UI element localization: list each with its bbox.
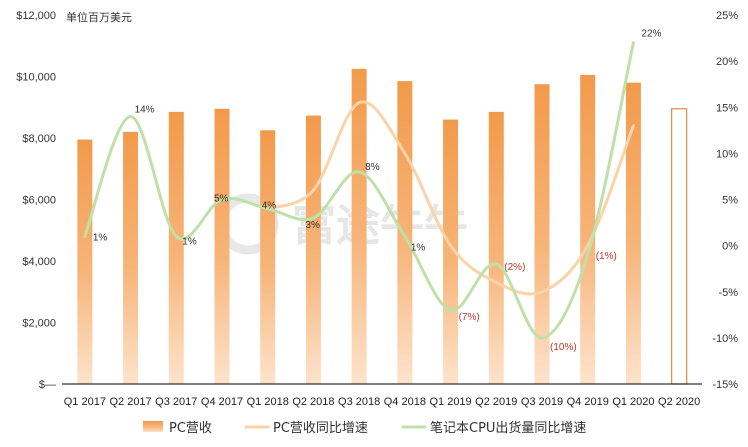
y-right-tick-label: 0% xyxy=(722,241,738,253)
x-tick-label: Q3 2019 xyxy=(521,396,563,408)
data-label: 1% xyxy=(182,236,197,247)
x-tick-label: Q1 2019 xyxy=(429,396,471,408)
bar-q1-2020 xyxy=(625,82,641,385)
data-label: 14% xyxy=(135,104,155,115)
legend-label-pc-revenue-growth: PC营收同比增速 xyxy=(273,421,368,436)
y-right-tick-label: 15% xyxy=(716,102,738,114)
y-right-tick-label: -15% xyxy=(712,379,738,391)
y-left-tick-label: $8,000 xyxy=(22,133,56,145)
x-tick-label: Q3 2018 xyxy=(338,396,380,408)
bar-q4-2017 xyxy=(214,108,230,384)
bar-q1-2019 xyxy=(443,119,459,385)
data-label: 5% xyxy=(214,194,229,205)
x-tick-label: Q2 2018 xyxy=(292,396,334,408)
legend-label-pc-revenue: PC营收 xyxy=(169,421,212,436)
x-tick-label: Q3 2017 xyxy=(155,396,197,408)
legend-swatch-pc-revenue xyxy=(143,421,163,432)
data-label: (1%) xyxy=(596,251,617,262)
bar-q2-2020 xyxy=(671,108,688,385)
y-left-tick-label: $4,000 xyxy=(22,256,56,268)
bar-q3-2017 xyxy=(168,111,184,385)
notebook-cpu-growth-line xyxy=(83,41,635,340)
y-right-tick-label: 5% xyxy=(722,195,738,207)
data-label: (7%) xyxy=(459,312,480,323)
y-right-tick-label: 20% xyxy=(716,56,738,68)
bar-q2-2019 xyxy=(488,111,504,385)
data-label: 1% xyxy=(411,242,426,253)
x-tick-label: Q2 2019 xyxy=(475,396,517,408)
legend-label-cpu-growth: 笔记本CPU出货量同比增速 xyxy=(430,420,586,436)
data-label: 1% xyxy=(93,232,108,243)
x-tick-label: Q1 2020 xyxy=(612,396,654,408)
data-label: 8% xyxy=(365,162,380,173)
bar-q3-2019 xyxy=(534,84,550,384)
bar-q1-2018 xyxy=(260,130,276,384)
data-label: (2%) xyxy=(504,262,525,273)
y-left-tick-label: $2,000 xyxy=(22,318,56,330)
y-right-tick-label: -10% xyxy=(712,333,738,345)
bar-q3-2018 xyxy=(351,68,367,384)
y-left-tick-label: $12,000 xyxy=(16,10,56,22)
bar-q2-2018 xyxy=(305,115,321,385)
bar-q2-2017 xyxy=(123,131,139,384)
data-label: 3% xyxy=(305,220,320,231)
x-tick-label: Q1 2017 xyxy=(64,396,106,408)
y-left-tick-label: $6,000 xyxy=(22,195,56,207)
y-right-tick-label: 10% xyxy=(716,148,738,160)
y-left-tick-label: $10,000 xyxy=(16,72,56,84)
x-tick-label: Q2 2020 xyxy=(658,396,700,408)
unit-label: 单位百万美元 xyxy=(66,10,132,24)
y-left-tick-label: $— xyxy=(39,379,56,391)
x-tick-label: Q4 2018 xyxy=(384,396,426,408)
x-tick-label: Q4 2019 xyxy=(567,396,609,408)
data-label: (10%) xyxy=(550,342,577,353)
data-label: 4% xyxy=(262,201,277,212)
pc-revenue-growth-line xyxy=(266,100,635,296)
x-tick-label: Q1 2018 xyxy=(247,396,289,408)
bar-q4-2018 xyxy=(397,81,413,385)
y-right-tick-label: 25% xyxy=(716,10,738,22)
y-right-tick-label: -5% xyxy=(718,287,738,299)
data-label: 22% xyxy=(641,29,661,40)
x-tick-label: Q4 2017 xyxy=(201,396,243,408)
x-tick-label: Q2 2017 xyxy=(109,396,151,408)
bar-q4-2019 xyxy=(580,74,596,385)
bar-q1-2017 xyxy=(77,139,93,384)
